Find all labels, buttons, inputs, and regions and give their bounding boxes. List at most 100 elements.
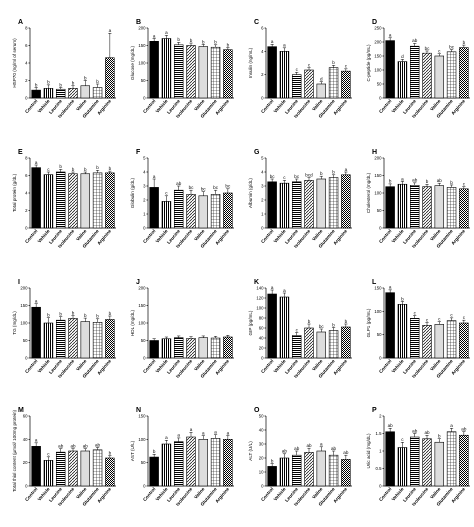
y-tick-label: 4 xyxy=(261,170,264,175)
bar-glutamine xyxy=(210,438,221,487)
significance-letter: ab xyxy=(424,430,430,435)
significance-letter: b xyxy=(84,167,87,172)
bar-vehicle xyxy=(43,460,54,487)
y-axis-label: C-peptide (pg/mL) xyxy=(366,44,371,81)
y-tick-label: 100 xyxy=(138,61,146,66)
bar-leucine xyxy=(173,441,184,487)
y-tick-label: 3 xyxy=(143,184,146,189)
significance-letter: a xyxy=(283,43,286,48)
panel-letter: C xyxy=(254,19,259,26)
significance-letter: bc xyxy=(270,174,276,179)
y-tick-label: 50 xyxy=(377,82,382,87)
y-tick-label: 150 xyxy=(374,286,382,291)
significance-letter: a xyxy=(153,174,156,179)
significance-letter: b xyxy=(320,171,323,176)
bar-control xyxy=(385,40,395,99)
y-tick-label: 50 xyxy=(259,414,264,419)
y-tick-label: 6 xyxy=(25,43,28,48)
significance-letter: a xyxy=(202,430,205,435)
bar-isoleucine xyxy=(186,338,196,359)
y-tick-label: 150 xyxy=(20,303,28,308)
y-axis-label: GLP1 (pg/mL) xyxy=(366,308,371,337)
bar-leucine xyxy=(409,185,420,229)
significance-letter: b xyxy=(401,296,404,301)
bar-valine xyxy=(80,321,91,359)
bar-isoleucine xyxy=(304,452,314,487)
y-tick-label: 1 xyxy=(143,212,146,217)
significance-letter: bc xyxy=(294,174,300,179)
y-tick-label: 0 xyxy=(379,356,382,361)
bar-arginine xyxy=(459,322,469,359)
significance-letter: b xyxy=(463,40,466,45)
y-tick-label: 50 xyxy=(141,338,146,343)
y-tick-label: 140 xyxy=(256,286,264,291)
bar-glutamine xyxy=(92,87,103,99)
significance-letter: bc xyxy=(425,46,431,51)
y-tick-label: 200 xyxy=(374,40,382,45)
bar-control xyxy=(31,306,41,359)
bar-valine xyxy=(316,83,327,99)
bar-vehicle xyxy=(279,182,290,229)
significance-letter: a xyxy=(283,288,286,293)
category-label: Control xyxy=(378,486,392,502)
panel-letter: F xyxy=(136,149,141,156)
significance-letter: ab xyxy=(412,38,418,43)
y-tick-label: 2 xyxy=(379,414,382,419)
bar-isoleucine xyxy=(422,186,432,229)
significance-letter: ab xyxy=(343,450,349,455)
bar-vehicle xyxy=(397,61,408,99)
y-axis-label: Albumin (g/dL) xyxy=(248,178,253,208)
category-label: Control xyxy=(24,358,38,374)
significance-letter: b xyxy=(96,165,99,170)
category-label: Control xyxy=(24,486,38,502)
y-tick-label: 0 xyxy=(261,96,264,101)
bar-leucine xyxy=(173,189,184,229)
significance-letter: a xyxy=(227,430,230,435)
category-label: Control xyxy=(378,358,392,374)
panel-m: M 0 20 40 60 Total thiol content (µmol/ 100mg… xyxy=(12,407,116,507)
significance-letter: c xyxy=(165,191,168,196)
bar-glutamine xyxy=(446,187,457,229)
bar-control xyxy=(267,293,277,359)
bar-control xyxy=(267,46,277,99)
y-tick-label: 4 xyxy=(25,61,28,66)
y-tick-label: 1 xyxy=(379,449,382,454)
bar-valine xyxy=(434,324,445,359)
bar-leucine xyxy=(291,181,302,229)
bar-glutamine xyxy=(446,431,457,487)
significance-letter: a xyxy=(320,442,323,447)
significance-letter: b xyxy=(271,458,274,463)
y-tick-label: 50 xyxy=(141,78,146,83)
bar-arginine xyxy=(223,336,233,359)
y-tick-label: 10 xyxy=(259,470,264,475)
panel-letter: B xyxy=(136,19,141,26)
bar-isoleucine xyxy=(68,88,78,99)
category-label: Control xyxy=(142,228,156,244)
significance-letter: a xyxy=(271,285,274,290)
y-tick-label: 200 xyxy=(374,156,382,161)
y-tick-label: 2 xyxy=(143,198,146,203)
y-tick-label: 20 xyxy=(259,456,264,461)
significance-letter: c xyxy=(296,327,299,332)
y-tick-label: 100 xyxy=(138,437,146,442)
bar-valine xyxy=(316,178,327,229)
y-tick-label: 6 xyxy=(25,173,28,178)
y-tick-label: 60 xyxy=(23,414,28,419)
bar-control xyxy=(149,187,159,229)
y-tick-label: 80 xyxy=(259,316,264,321)
panel-letter: H xyxy=(372,149,377,156)
bar-vehicle xyxy=(279,51,290,99)
significance-letter: ab xyxy=(95,442,101,447)
bar-valine xyxy=(80,85,91,99)
significance-letter: a xyxy=(35,438,38,443)
significance-letter: a xyxy=(401,176,404,181)
bar-isoleucine xyxy=(68,450,78,487)
significance-letter: c xyxy=(426,317,429,322)
bar-arginine xyxy=(459,434,469,487)
